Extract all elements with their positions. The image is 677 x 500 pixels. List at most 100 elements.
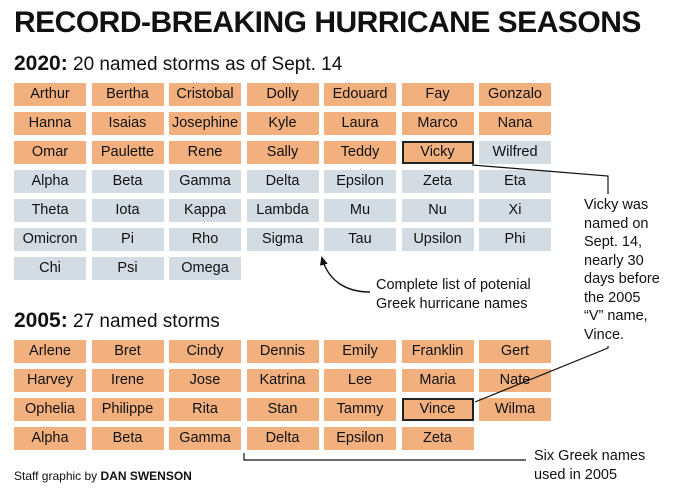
- storm-name-cell: Sigma: [246, 228, 319, 251]
- greek-list-note-line: Complete list of potenial: [376, 277, 531, 293]
- storm-grid-2005: Arlene Bret Cindy Dennis Emily Franklin Gert Ha…: [14, 340, 551, 450]
- storm-name-cell: Xi: [479, 199, 551, 222]
- storm-name-cell: Chi: [14, 257, 86, 280]
- storm-name-cell: Harvey: [14, 369, 86, 392]
- storm-name-cell: Josephine: [169, 112, 241, 135]
- storm-name-cell: Epsilon: [324, 170, 396, 193]
- storm-name-cell: Paulette: [91, 141, 164, 164]
- storm-name-cell: Lee: [324, 369, 396, 392]
- storm-name-cell: Zeta: [401, 170, 474, 193]
- storm-name-cell: Jose: [169, 369, 241, 392]
- storm-name-cell: Cristobal: [169, 83, 241, 106]
- storm-name-cell: Emily: [324, 340, 396, 363]
- storm-name-cell: Katrina: [246, 369, 319, 392]
- vicky-note: Vicky was named on Sept. 14, nearly 30 d…: [584, 194, 660, 346]
- storm-name-cell: Zeta: [401, 427, 474, 450]
- storm-name-cell: Rho: [169, 228, 241, 251]
- graphic-title: RECORD-BREAKING HURRICANE SEASONS: [14, 6, 641, 39]
- storm-name-cell: Isaias: [91, 112, 164, 135]
- storm-name-cell: Kappa: [169, 199, 241, 222]
- storm-name-cell: Nate: [479, 369, 551, 392]
- storm-name-cell: Stan: [246, 398, 319, 421]
- storm-name-cell: Mu: [324, 199, 396, 222]
- storm-name-cell: Fay: [401, 83, 474, 106]
- credit-prefix: Staff graphic by: [14, 469, 98, 483]
- storm-name-cell: Arlene: [14, 340, 86, 363]
- storm-name-cell: Gamma: [169, 170, 241, 193]
- description-2020: 20 named storms as of Sept. 14: [73, 54, 343, 75]
- storm-name-cell: Rita: [169, 398, 241, 421]
- storm-name-cell: Cindy: [169, 340, 241, 363]
- vicky-note-line: days before: [584, 271, 660, 287]
- storm-name-cell: Delta: [246, 427, 319, 450]
- storm-name-cell: Omar: [14, 141, 86, 164]
- storm-name-cell: Phi: [479, 228, 551, 251]
- storm-name-cell: Nu: [401, 199, 474, 222]
- storm-name-cell: Delta: [246, 170, 319, 193]
- storm-name-cell: Bertha: [91, 83, 164, 106]
- greek-list-note: Complete list of potenial Greek hurrican…: [376, 276, 531, 313]
- storm-name-cell: Gert: [479, 340, 551, 363]
- vicky-note-line: Vicky was: [584, 197, 649, 213]
- storm-name-cell: Tau: [324, 228, 396, 251]
- storm-name-cell: Pi: [91, 228, 164, 251]
- vicky-note-line: the 2005: [584, 289, 641, 306]
- storm-name-cell: Theta: [14, 199, 86, 222]
- storm-name-cell: Alpha: [14, 427, 86, 450]
- vicky-note-line: nearly 30: [584, 252, 644, 269]
- storm-name-cell: Irene: [91, 369, 164, 392]
- storm-name-cell: Tammy: [324, 398, 396, 421]
- storm-name-cell: Nana: [479, 112, 551, 135]
- storm-name-cell: Iota: [91, 199, 164, 222]
- vicky-note-line: Sept. 14,: [584, 234, 643, 250]
- year-2005: 2005:: [14, 309, 68, 332]
- storm-name-cell: Maria: [401, 369, 474, 392]
- description-2005: 27 named storms: [73, 311, 220, 332]
- vicky-note-line: named on: [584, 215, 649, 232]
- storm-name-cell: Arthur: [14, 83, 86, 106]
- six-greek-note: Six Greek names used in 2005: [534, 447, 645, 484]
- subhead-2005: 2005: 27 named storms: [14, 309, 220, 334]
- storm-name-cell: Sally: [246, 141, 319, 164]
- storm-name-cell: Ophelia: [14, 398, 86, 421]
- storm-name-cell: Vince: [401, 398, 474, 421]
- storm-name-cell: Omega: [169, 257, 241, 280]
- storm-name-cell: Alpha: [14, 170, 86, 193]
- storm-name-cell: Teddy: [324, 141, 396, 164]
- storm-name-cell: Gonzalo: [479, 83, 551, 106]
- six-greek-bracket: [243, 453, 526, 461]
- storm-grid-2020: Arthur Bertha Cristobal Dolly Edouard Fay Gonz…: [14, 83, 551, 280]
- subhead-2020: 2020: 20 named storms as of Sept. 14: [14, 52, 342, 77]
- storm-name-cell: Beta: [91, 427, 164, 450]
- storm-name-cell: Marco: [401, 112, 474, 135]
- vicky-note-line: “V” name,: [584, 308, 648, 324]
- greek-list-arrow: [319, 256, 371, 293]
- storm-name-cell: Bret: [91, 340, 164, 363]
- storm-name-cell: Psi: [91, 257, 164, 280]
- storm-name-cell: Upsilon: [401, 228, 474, 251]
- storm-name-cell: Lambda: [246, 199, 319, 222]
- storm-name-cell: Edouard: [324, 83, 396, 106]
- storm-name-cell: Dennis: [246, 340, 319, 363]
- greek-list-note-line: Greek hurricane names: [376, 295, 528, 312]
- storm-name-cell: Beta: [91, 170, 164, 193]
- year-2020: 2020:: [14, 52, 68, 75]
- storm-name-cell: Epsilon: [324, 427, 396, 450]
- storm-name-cell: Wilfred: [479, 141, 551, 164]
- storm-name-cell: Philippe: [91, 398, 164, 421]
- storm-name-cell: Kyle: [246, 112, 319, 135]
- storm-name-cell: Omicron: [14, 228, 86, 251]
- six-greek-note-line: used in 2005: [534, 466, 618, 483]
- storm-name-cell: Rene: [169, 141, 241, 164]
- storm-name-cell: Dolly: [246, 83, 319, 106]
- storm-name-cell: Vicky: [401, 141, 474, 164]
- storm-name-cell: Eta: [479, 170, 551, 193]
- credit-line: Staff graphic by DAN SWENSON: [14, 469, 192, 483]
- storm-name-cell: Laura: [324, 112, 396, 135]
- storm-name-cell: Gamma: [169, 427, 241, 450]
- credit-author: DAN SWENSON: [100, 469, 192, 483]
- storm-name-cell: Hanna: [14, 112, 86, 135]
- storm-name-cell: Franklin: [401, 340, 474, 363]
- vicky-note-line: Vince.: [584, 326, 625, 343]
